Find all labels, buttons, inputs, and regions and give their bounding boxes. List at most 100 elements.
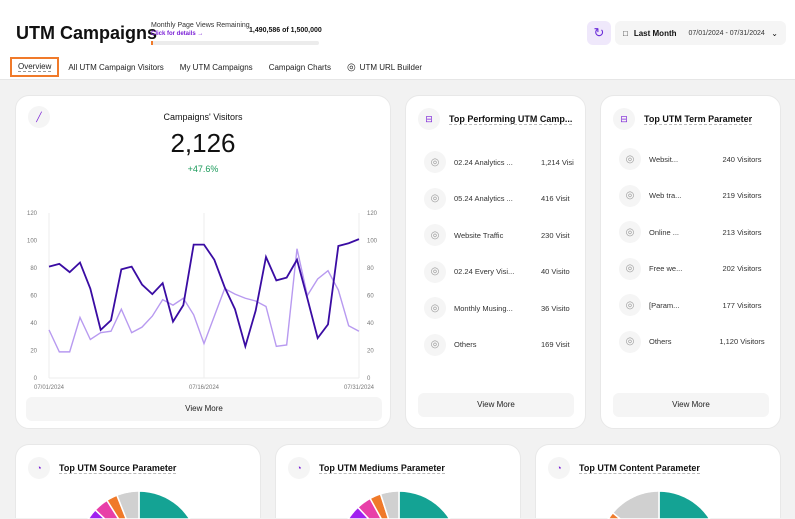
y-tick-left: 80 [30, 266, 37, 272]
item-value: 40 Visito [541, 267, 578, 276]
list-item[interactable]: ◎ 02.24 Every Visi...40 Visito [424, 261, 578, 283]
item-value: 240 Visitors [707, 155, 777, 164]
y-tick-right: 120 [367, 211, 378, 217]
tab-overview[interactable]: Overview [10, 57, 59, 77]
y-tick-right: 80 [367, 266, 374, 272]
item-name: Web tra... [649, 191, 707, 200]
item-value: 177 Visitors [707, 301, 777, 310]
fingerprint-icon: ◎ [619, 185, 641, 207]
y-tick-left: 120 [27, 211, 38, 217]
top-terms-card: ⊟ Top UTM Term Parameter ◎Websit...240 V… [600, 95, 781, 429]
item-value: 1,120 Visitors [707, 337, 777, 346]
fingerprint-icon: ◎ [619, 294, 641, 316]
pie-card: ◔Top UTM Mediums Parameter [275, 444, 521, 518]
item-value: 1,214 Visi [541, 158, 578, 167]
page-views-progress [151, 41, 319, 45]
chevron-down-icon: ⌄ [771, 29, 778, 38]
fingerprint-icon: ◎ [619, 331, 641, 353]
fingerprint-icon: ◎ [424, 297, 446, 319]
x-tick: 07/16/2024 [189, 385, 220, 391]
date-range-picker[interactable]: □ Last Month 07/01/2024 - 07/31/2024 ⌄ [615, 21, 786, 45]
item-value: 230 Visit [541, 231, 578, 240]
fingerprint-icon: ◎ [424, 334, 446, 356]
calendar-icon: □ [623, 29, 628, 38]
item-name: Website Traffic [454, 231, 541, 240]
list-item[interactable]: ◎02.24 Analytics ...1,214 Visi [424, 151, 578, 173]
pie-slice[interactable] [399, 491, 450, 519]
details-link[interactable]: Click for details → [151, 31, 203, 37]
tab-campaign-charts[interactable]: Campaign Charts [262, 57, 338, 77]
x-tick: 07/31/2024 [344, 385, 375, 391]
card-title: Top Performing UTM Camp... [449, 114, 572, 125]
tab-label: All UTM Campaign Visitors [68, 63, 163, 72]
list-item[interactable]: ◎Websit...240 Visitors [619, 148, 777, 170]
item-name: 02.24 Every Visi... [454, 267, 541, 276]
donut-chart [536, 445, 782, 519]
list-item[interactable]: ◎05.24 Analytics ...416 Visit [424, 188, 578, 210]
pie-slice[interactable] [659, 491, 710, 519]
item-name: Others [454, 340, 541, 349]
tab-label: My UTM Campaigns [180, 63, 253, 72]
y-tick-left: 60 [30, 294, 37, 300]
refresh-button[interactable]: ↻ [587, 21, 611, 45]
tab-all-visitors[interactable]: All UTM Campaign Visitors [61, 57, 170, 77]
fingerprint-icon: ◎ [619, 221, 641, 243]
tab-bar: Overview All UTM Campaign Visitors My UT… [10, 57, 431, 77]
donut-chart [276, 445, 522, 519]
pie-slice[interactable] [613, 491, 659, 519]
view-more-button[interactable]: View More [418, 393, 574, 417]
view-more-button[interactable]: View More [26, 397, 382, 421]
pie-slice[interactable] [139, 491, 190, 519]
date-range: 07/01/2024 - 07/31/2024 [689, 30, 765, 37]
date-preset: Last Month [634, 29, 677, 38]
item-name: Websit... [649, 155, 707, 164]
card-title: Top UTM Term Parameter [644, 114, 752, 125]
tab-label: UTM URL Builder [360, 63, 422, 72]
y-tick-left: 40 [30, 321, 37, 327]
page-title: UTM Campaigns [16, 23, 157, 44]
page-views-count: 1,490,586 of 1,500,000 [249, 27, 322, 34]
list-item[interactable]: ◎Free we...202 Visitors [619, 258, 777, 280]
item-value: 219 Visitors [707, 191, 777, 200]
list-item[interactable]: ◎ Web tra...219 Visitors [619, 185, 777, 207]
x-tick: 07/01/2024 [34, 385, 65, 391]
tab-url-builder[interactable]: ◎ UTM URL Builder [340, 57, 429, 77]
item-value: 416 Visit [541, 194, 578, 203]
donut-chart [16, 445, 262, 519]
y-tick-left: 0 [34, 376, 38, 382]
y-tick-right: 20 [367, 349, 374, 355]
pie-card: ◔Top UTM Content Parameter [535, 444, 781, 518]
item-value: 36 Visito [541, 304, 578, 313]
item-value: 213 Visitors [707, 228, 777, 237]
item-name: Others [649, 337, 707, 346]
item-name: Monthly Musing... [454, 304, 541, 313]
item-name: 05.24 Analytics ... [454, 194, 541, 203]
list-item[interactable]: ◎ Monthly Musing...36 Visito [424, 297, 578, 319]
top-campaigns-card: ⊟ Top Performing UTM Camp... ◎02.24 Anal… [405, 95, 586, 429]
pie-card: ◔Top UTM Source Parameter [15, 444, 261, 518]
list-item[interactable]: ◎ Online ...213 Visitors [619, 221, 777, 243]
item-name: [Param... [649, 301, 707, 310]
tab-my-campaigns[interactable]: My UTM Campaigns [173, 57, 260, 77]
fingerprint-icon: ◎ [424, 261, 446, 283]
item-value: 202 Visitors [707, 264, 777, 273]
tab-label: Overview [18, 62, 51, 72]
fingerprint-icon: ◎ [347, 62, 356, 73]
y-tick-left: 20 [30, 349, 37, 355]
refresh-icon: ↻ [594, 25, 605, 40]
view-more-button[interactable]: View More [613, 393, 769, 417]
item-name: Online ... [649, 228, 707, 237]
list-item[interactable]: ◎ [Param...177 Visitors [619, 294, 777, 316]
page-views-label: Monthly Page Views Remaining [151, 22, 250, 29]
header: UTM Campaigns Monthly Page Views Remaini… [0, 0, 795, 80]
y-tick-left: 100 [27, 239, 38, 245]
item-value: 169 Visit [541, 340, 578, 349]
item-name: 02.24 Analytics ... [454, 158, 541, 167]
y-tick-right: 60 [367, 294, 374, 300]
term-icon: ⊟ [613, 108, 635, 130]
